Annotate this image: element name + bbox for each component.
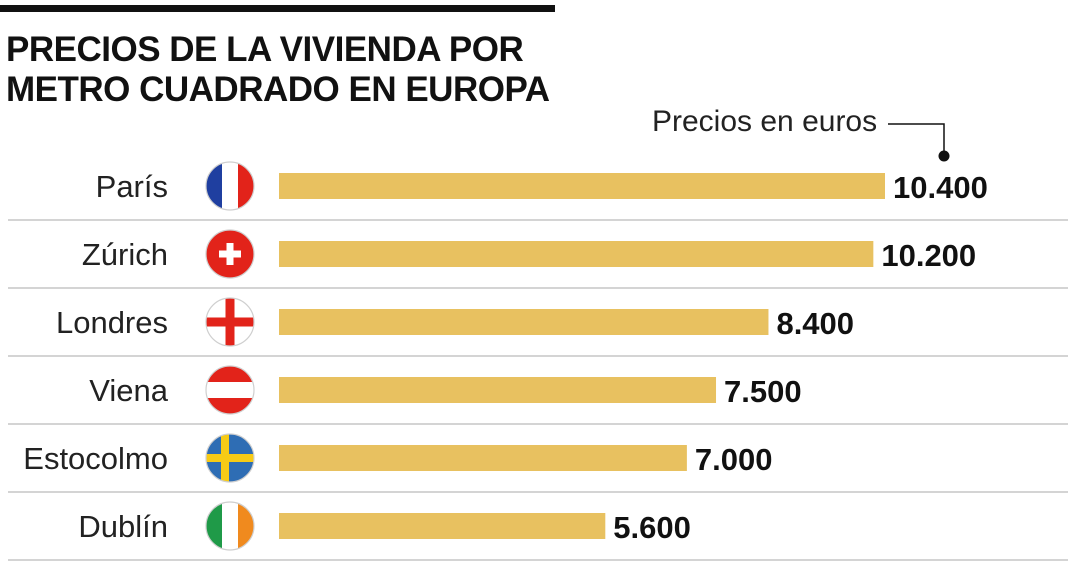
switzerland-flag-icon	[205, 229, 255, 279]
france-flag-icon	[205, 161, 255, 211]
category-label: París	[96, 169, 168, 204]
value-label: 10.200	[881, 238, 976, 273]
chart-title: PRECIOS DE LA VIVIENDA POR METRO CUADRAD…	[6, 30, 550, 109]
category-label: Londres	[56, 305, 168, 340]
value-label: 10.400	[893, 170, 988, 205]
bar-row: Estocolmo 7.000	[8, 433, 1068, 493]
category-label: Zúrich	[82, 237, 168, 272]
bar-row: París 10.400	[8, 161, 1068, 221]
category-label: Viena	[89, 373, 168, 408]
value-label: 7.500	[724, 374, 802, 409]
category-label: Dublín	[78, 509, 168, 544]
bar	[279, 445, 687, 471]
leader-dot	[938, 150, 950, 162]
austria-flag-icon	[205, 365, 255, 415]
value-label: 5.600	[613, 510, 691, 545]
category-label: Estocolmo	[23, 441, 168, 476]
bar-row: Londres 8.400	[8, 297, 1068, 357]
bar	[279, 377, 717, 403]
england-flag-icon	[205, 297, 255, 347]
bar	[279, 241, 874, 267]
bar-row: Dublín 5.600	[8, 501, 1068, 561]
ireland-flag-icon	[205, 501, 255, 551]
bar	[279, 513, 606, 539]
sweden-flag-icon	[205, 433, 255, 483]
bar-row: Viena 7.500	[8, 365, 1068, 425]
bar	[279, 173, 885, 199]
value-label: 7.000	[695, 442, 773, 477]
bar	[279, 309, 769, 335]
value-label: 8.400	[776, 306, 854, 341]
bar-row: Zúrich 10.200	[8, 229, 1068, 289]
leader-line	[888, 123, 945, 152]
unit-label: Precios en euros	[652, 105, 878, 138]
top-rule	[0, 5, 555, 12]
